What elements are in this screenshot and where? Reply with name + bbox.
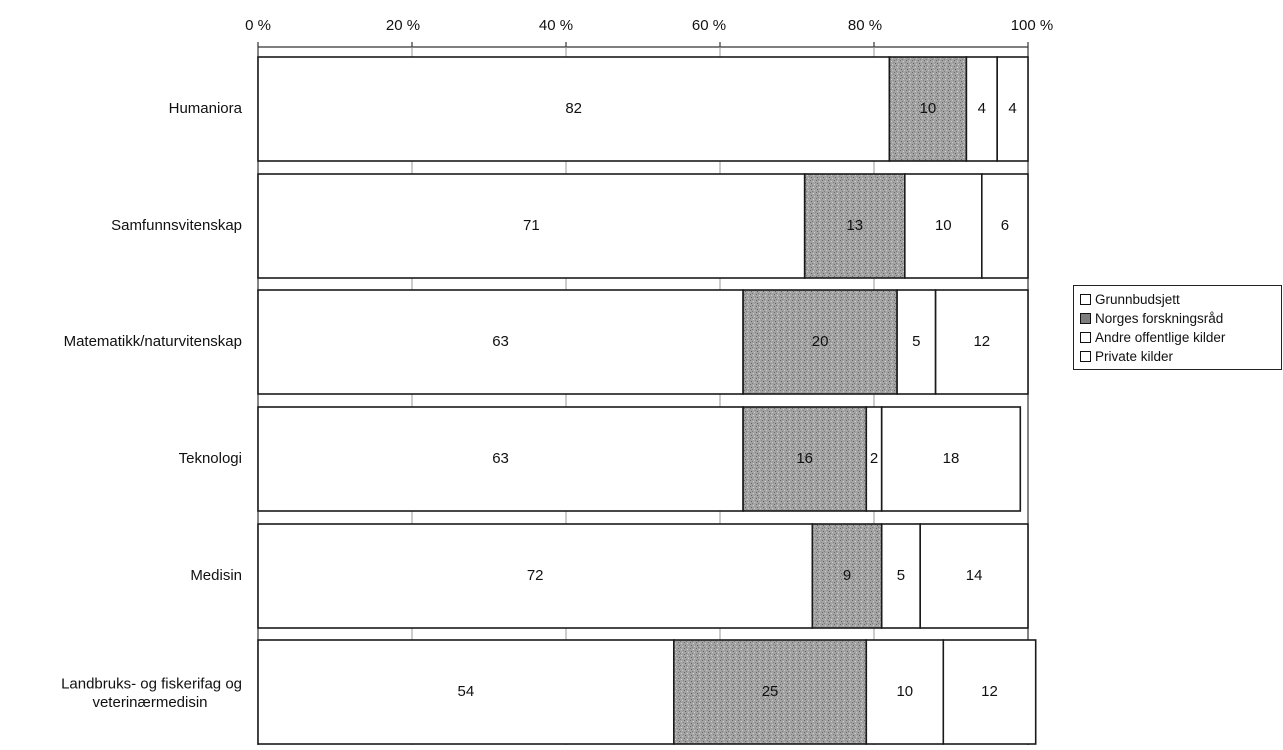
legend-item: Private kilder: [1080, 347, 1275, 366]
bar-segment: [903, 173, 983, 279]
category-label: Teknologi: [179, 450, 242, 467]
data-label: 4: [1008, 100, 1016, 117]
category-label: Samfunnsvitenskap: [111, 217, 242, 234]
x-tick-label: 40 %: [539, 17, 573, 34]
data-label: 25: [762, 683, 779, 700]
bar-segment: [257, 523, 814, 629]
bar-segment: [742, 406, 868, 512]
x-tick-label: 60 %: [692, 17, 726, 34]
bar-segment: [742, 289, 898, 395]
legend-item: Andre offentlige kilder: [1080, 328, 1275, 347]
data-label: 72: [527, 567, 544, 584]
data-label: 5: [897, 567, 905, 584]
legend-label: Private kilder: [1095, 349, 1174, 364]
bar-segment: [880, 406, 1022, 512]
bar-segment: [896, 289, 937, 395]
bar-segment: [257, 289, 744, 395]
bar-segment: [965, 56, 999, 162]
bar-segment: [865, 639, 945, 745]
x-tick-label: 0 %: [245, 17, 271, 34]
bar-segment: [880, 523, 922, 629]
legend-item: Grunnbudsjett: [1080, 290, 1275, 309]
category-label: Medisin: [190, 567, 242, 584]
legend-label: Grunnbudsjett: [1095, 292, 1180, 307]
data-label: 9: [843, 567, 851, 584]
data-label: 4: [978, 100, 986, 117]
bar-segment: [942, 639, 1037, 745]
category-label: Humaniora: [169, 100, 243, 117]
bar-segment: [934, 289, 1029, 395]
legend-swatch: [1080, 332, 1091, 343]
legend-label: Andre offentlige kilder: [1095, 330, 1226, 345]
bar-segment: [257, 56, 891, 162]
bar-segment: [257, 173, 806, 279]
bar-segment: [919, 523, 1029, 629]
x-tick-label: 80 %: [848, 17, 882, 34]
bar-segment: [257, 406, 744, 512]
legend-swatch: [1080, 294, 1091, 305]
data-label: 13: [846, 217, 863, 234]
category-label: Landbruks- og fiskerifag og veterinærmedi…: [61, 675, 242, 711]
legend-label: Norges forskningsråd: [1095, 311, 1224, 326]
category-label: Matematikk/naturvitenskap: [64, 333, 242, 350]
data-label: 12: [973, 333, 990, 350]
bar-segment: [672, 639, 868, 745]
bar-segment: [257, 639, 675, 745]
data-label: 54: [458, 683, 475, 700]
x-tick-label: 100 %: [1011, 17, 1054, 34]
data-label: 14: [966, 567, 983, 584]
legend-item: Norges forskningsråd: [1080, 309, 1275, 328]
data-label: 82: [565, 100, 582, 117]
data-label: 10: [920, 100, 937, 117]
data-label: 71: [523, 217, 540, 234]
legend-swatch: [1080, 313, 1091, 324]
data-label: 12: [981, 683, 998, 700]
data-label: 5: [912, 333, 920, 350]
data-label: 63: [492, 333, 509, 350]
bar-segment: [888, 56, 968, 162]
data-label: 20: [812, 333, 829, 350]
data-label: 63: [492, 450, 509, 467]
legend-swatch: [1080, 351, 1091, 362]
data-label: 18: [943, 450, 960, 467]
bar-segment: [980, 173, 1029, 279]
data-label: 16: [796, 450, 813, 467]
data-label: 10: [896, 683, 913, 700]
x-tick-label: 20 %: [386, 17, 420, 34]
bar-segment: [996, 56, 1029, 162]
data-label: 2: [870, 450, 878, 467]
data-label: 10: [935, 217, 952, 234]
legend: Grunnbudsjett Norges forskningsråd Andre o…: [1073, 285, 1282, 370]
bar-segment: [803, 173, 906, 279]
data-label: 6: [1001, 217, 1009, 234]
